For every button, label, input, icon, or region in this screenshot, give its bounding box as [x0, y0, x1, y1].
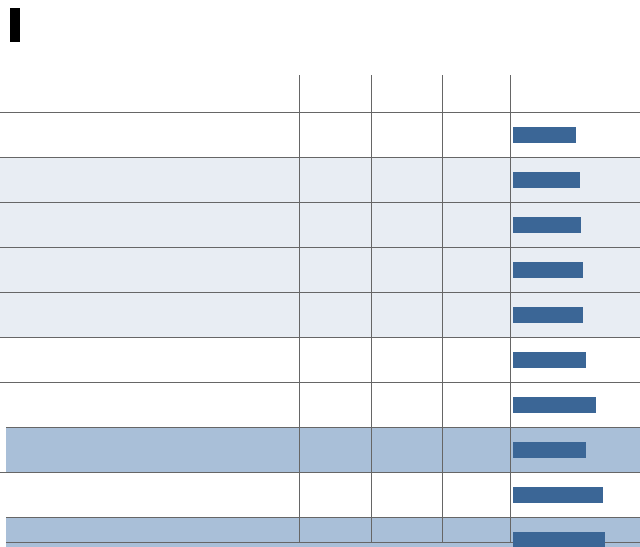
bar	[513, 487, 603, 503]
h-gridline	[6, 427, 640, 428]
bar	[513, 307, 583, 323]
bar	[513, 262, 583, 278]
bar	[513, 217, 581, 233]
h-gridline	[0, 157, 640, 158]
chart-container	[0, 0, 640, 547]
h-gridline	[0, 247, 640, 248]
h-gridline	[6, 517, 640, 518]
title-mark	[10, 8, 20, 42]
bar	[513, 442, 586, 458]
bar	[513, 127, 576, 143]
bar	[513, 352, 586, 368]
h-gridline	[0, 202, 640, 203]
h-gridline	[0, 292, 640, 293]
h-gridline	[0, 382, 640, 383]
h-gridline	[0, 337, 640, 338]
h-gridline	[0, 472, 640, 473]
h-gridline	[0, 112, 640, 113]
bar	[513, 172, 580, 188]
bar	[513, 532, 605, 547]
bar	[513, 397, 596, 413]
